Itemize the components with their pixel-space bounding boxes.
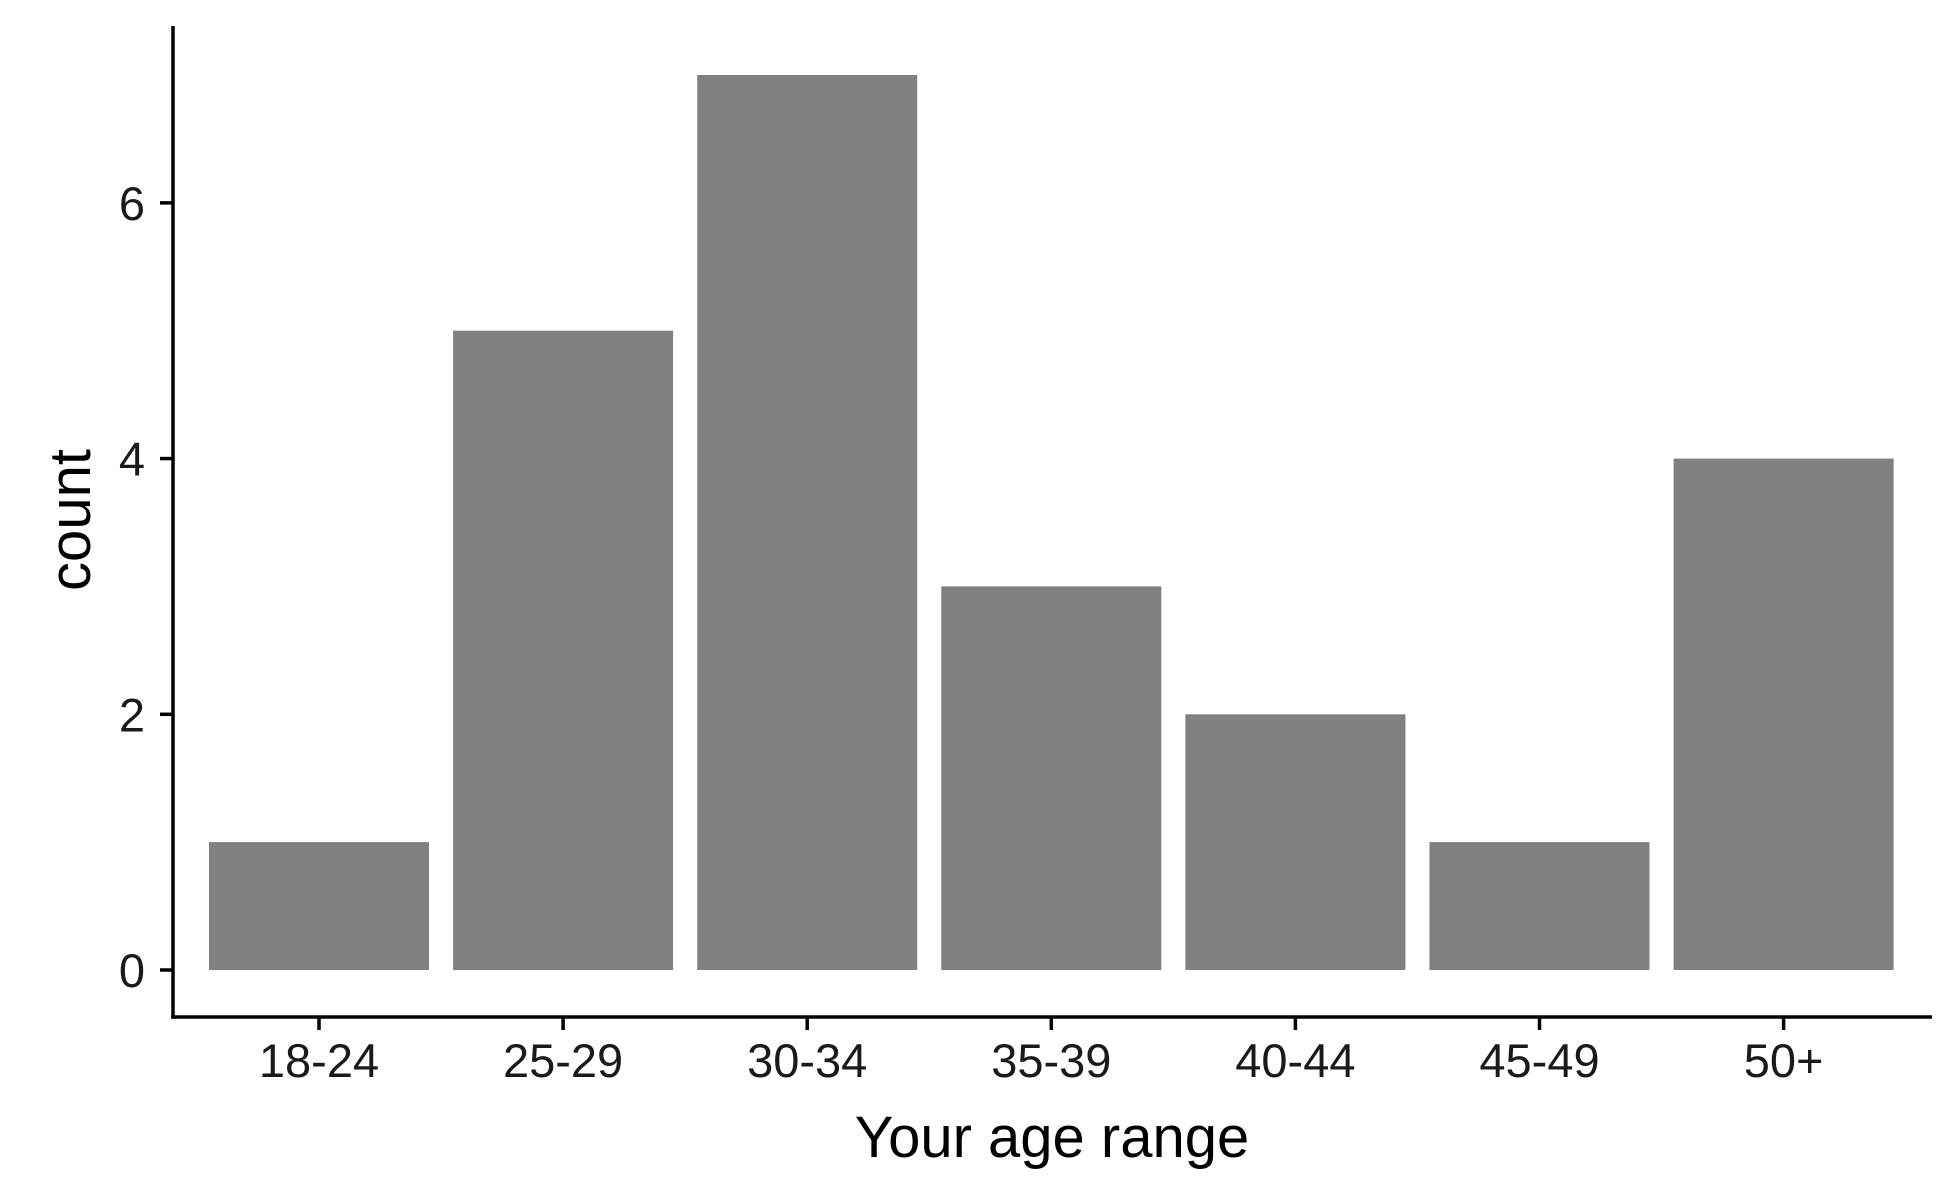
x-tick-label-18-24: 18-24	[259, 1034, 379, 1087]
bar-40-44	[1185, 714, 1406, 970]
bar-25-29	[453, 330, 674, 970]
bar-30-34	[697, 75, 918, 970]
x-tick-label-45-49: 45-49	[1479, 1034, 1599, 1087]
x-tick-label-25-29: 25-29	[503, 1034, 623, 1087]
x-tick-label-40-44: 40-44	[1235, 1034, 1355, 1087]
y-axis-title: count	[38, 449, 103, 591]
x-axis-title: Your age range	[855, 1105, 1250, 1170]
x-tick-label-35-39: 35-39	[991, 1034, 1111, 1087]
bar-35-39	[941, 586, 1162, 970]
y-tick-label-6: 6	[119, 177, 145, 230]
bars-group	[209, 75, 1894, 970]
x-tick-label-30-34: 30-34	[747, 1034, 867, 1087]
y-tick-label-0: 0	[119, 944, 145, 997]
bar-50+	[1673, 458, 1894, 970]
bar-45-49	[1429, 842, 1650, 970]
x-axis: 18-24 25-29 30-34 35-39 40-44 45-49 50+	[171, 1015, 1932, 1087]
bar-18-24	[209, 842, 429, 970]
x-tick-label-50+: 50+	[1744, 1034, 1824, 1087]
y-axis: 0 2 4 6	[119, 26, 175, 1019]
y-tick-label-2: 2	[119, 688, 145, 741]
y-tick-label-4: 4	[119, 433, 145, 486]
